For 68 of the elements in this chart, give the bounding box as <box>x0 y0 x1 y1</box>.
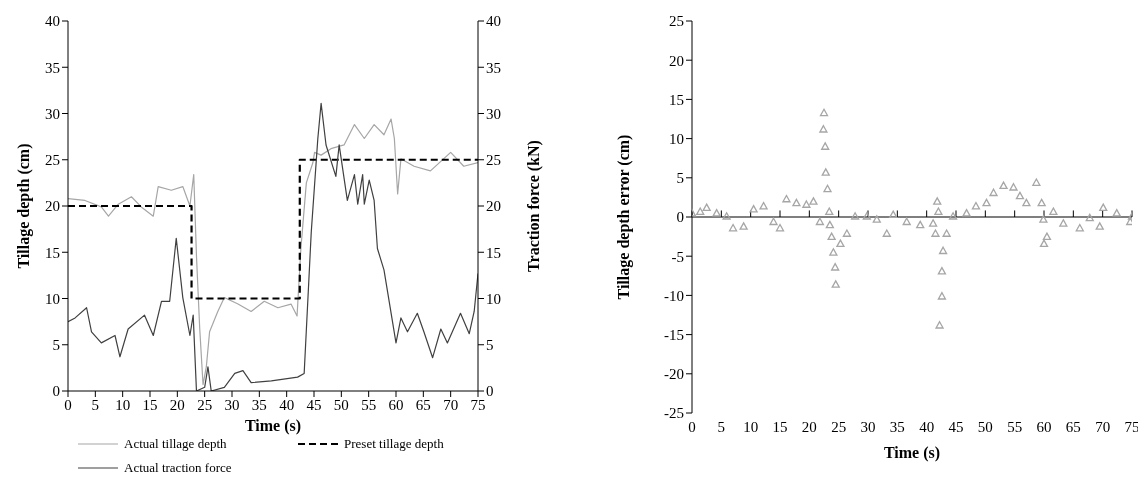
y-tick-label: 0 <box>676 209 684 226</box>
x-tick-label: 55 <box>1007 418 1023 435</box>
y-tick-label: 15 <box>45 244 60 261</box>
y-axis-title: Tillage depth (cm) <box>14 143 33 269</box>
x-tick-label: 10 <box>743 418 759 435</box>
x-tick-label: 30 <box>224 396 240 413</box>
x-tick-label: 0 <box>688 418 696 435</box>
y-tick-label: 35 <box>45 59 60 76</box>
legend-label: Preset tillage depth <box>344 436 444 452</box>
y-axis-title: Tillage depth error (cm) <box>614 134 633 300</box>
x-axis-title: Time (s) <box>883 444 941 462</box>
y-tick-label: -5 <box>671 248 684 265</box>
y-tick-label: 30 <box>45 105 60 122</box>
x-tick-label: 20 <box>801 418 817 435</box>
y-tick-label: 0 <box>52 383 60 400</box>
x-tick-label: 75 <box>470 396 486 413</box>
x-tick-label: 50 <box>333 396 349 413</box>
x-tick-label: 60 <box>1036 418 1052 435</box>
y-tick-label: 25 <box>45 152 60 169</box>
legend-label: Actual tillage depth <box>124 436 227 452</box>
x-tick-label: 15 <box>772 418 788 435</box>
x-tick-label: 65 <box>415 396 431 413</box>
x-tick-label: 35 <box>251 396 267 413</box>
x-tick-label: 5 <box>717 418 726 435</box>
y-tick-label: 5 <box>52 337 60 354</box>
y-tick-label: -20 <box>664 366 684 383</box>
x-tick-label: 40 <box>279 396 295 413</box>
y2-tick-label: 15 <box>486 244 501 261</box>
y-tick-label: -15 <box>664 326 684 343</box>
y2-tick-label: 0 <box>486 383 494 400</box>
y2-tick-label: 20 <box>486 198 501 215</box>
y-tick-label: -10 <box>664 287 684 304</box>
x-tick-label: 60 <box>388 396 404 413</box>
y2-tick-label: 5 <box>486 337 494 354</box>
y-tick-label: 15 <box>669 91 684 108</box>
x-tick-label: 45 <box>306 396 322 413</box>
y-tick-label: 10 <box>45 290 60 307</box>
x-tick-label: 35 <box>889 418 905 435</box>
x-tick-label: 40 <box>919 418 935 435</box>
y-tick-label: 40 <box>45 13 60 30</box>
legend-label: Actual traction force <box>124 460 232 476</box>
y2-tick-label: 35 <box>486 59 501 76</box>
y-tick-label: -25 <box>664 405 684 422</box>
x-tick-label: 5 <box>91 396 100 413</box>
x-tick-label: 15 <box>142 396 158 413</box>
x-tick-label: 65 <box>1065 418 1081 435</box>
x-tick-label: 70 <box>443 396 459 413</box>
y-tick-label: 5 <box>676 170 684 187</box>
x-axis-title: Time (s) <box>244 417 302 435</box>
x-tick-label: 45 <box>948 418 964 435</box>
x-tick-label: 10 <box>115 396 131 413</box>
y2-axis-title: Traction force (kN) <box>524 140 543 272</box>
x-tick-label: 25 <box>831 418 847 435</box>
x-tick-label: 25 <box>197 396 213 413</box>
x-tick-label: 20 <box>169 396 185 413</box>
x-tick-label: 55 <box>361 396 377 413</box>
y2-tick-label: 10 <box>486 290 501 307</box>
y-tick-label: 10 <box>669 130 684 147</box>
x-tick-label: 0 <box>64 396 72 413</box>
y-tick-label: 20 <box>669 52 684 69</box>
y-tick-label: 20 <box>45 198 60 215</box>
x-tick-label: 70 <box>1095 418 1111 435</box>
y2-tick-label: 25 <box>486 152 501 169</box>
y2-tick-label: 30 <box>486 105 501 122</box>
x-tick-label: 30 <box>860 418 876 435</box>
y2-tick-label: 40 <box>486 13 501 30</box>
y-tick-label: 25 <box>669 13 684 30</box>
x-tick-label: 50 <box>977 418 993 435</box>
